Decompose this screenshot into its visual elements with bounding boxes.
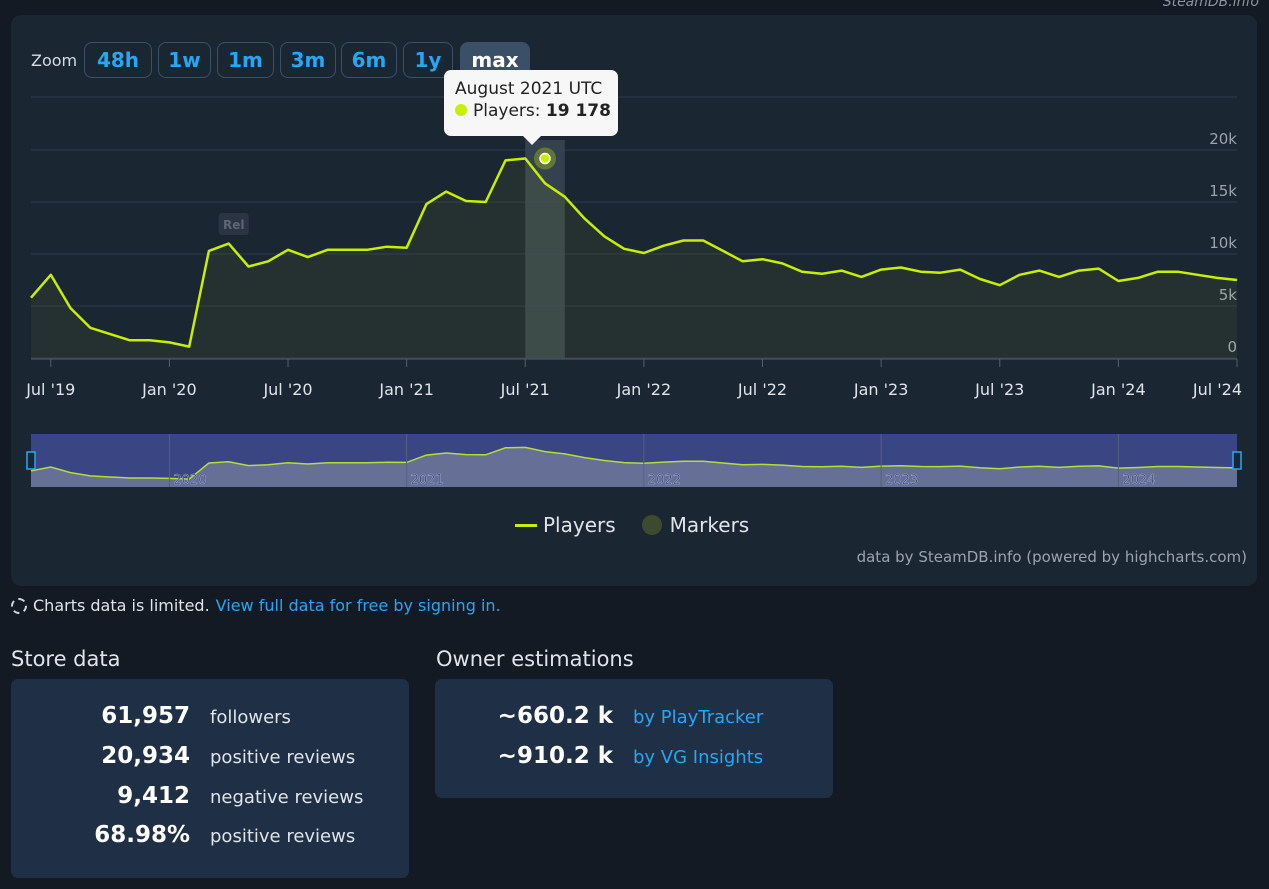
zoom-label: Zoom: [31, 51, 78, 70]
tooltip-tail: [523, 136, 541, 145]
x-tick-label: Jul '24: [1192, 380, 1242, 399]
x-tick-label: Jan '22: [616, 380, 672, 399]
navigator-year-label: 2020: [173, 473, 206, 488]
owner-vginsights-value: ~910.2 k: [497, 743, 613, 769]
x-tick-label: Jan '23: [853, 380, 909, 399]
x-tick-label: Jul '21: [500, 380, 550, 399]
x-tick-label: Jan '24: [1090, 380, 1146, 399]
store-negative-label: negative reviews: [210, 787, 364, 808]
store-followers-label: followers: [210, 707, 291, 728]
x-tick-label: Jul '20: [262, 380, 312, 399]
vginsights-link[interactable]: by VG Insights: [633, 747, 764, 768]
tooltip-value-row: Players: 19 178: [455, 100, 618, 122]
zoom-btn-3m[interactable]: 3m: [280, 42, 336, 78]
navigator-year-label: 2022: [648, 473, 681, 488]
zoom-btn-6m[interactable]: 6m: [341, 42, 397, 78]
owner-row: ~910.2 k by VG Insights: [435, 743, 763, 769]
release-marker-label: Rel: [223, 218, 245, 232]
y-tick-label: 0: [1227, 338, 1237, 356]
store-row: 68.98% positive reviews: [11, 822, 355, 848]
x-tick-label: Jul '22: [737, 380, 787, 399]
navigator-year-label: 2023: [885, 473, 918, 488]
tooltip-value: 19 178: [545, 101, 611, 121]
store-row: 20,934 positive reviews: [11, 743, 355, 769]
store-data-panel: 61,957 followers 20,934 positive reviews…: [11, 679, 409, 878]
hover-point: [539, 152, 551, 165]
limited-text: Charts data is limited.: [33, 596, 210, 615]
highcharts-credit[interactable]: data by SteamDB.info (powered by highcha…: [856, 548, 1247, 566]
y-tick-label: 5k: [1219, 286, 1238, 304]
legend-players[interactable]: Players: [543, 513, 616, 537]
navigator-year-label: 2024: [1122, 473, 1155, 488]
zoom-btn-1m[interactable]: 1m: [217, 42, 274, 78]
store-negative-value: 9,412: [117, 783, 190, 809]
navigator-handle-right[interactable]: [1232, 451, 1242, 470]
store-followers-value: 61,957: [101, 703, 190, 729]
store-row: 61,957 followers: [11, 703, 291, 729]
owner-estimations-title: Owner estimations: [436, 647, 634, 671]
players-area: [31, 158, 1237, 358]
zoom-btn-48h[interactable]: 48h: [84, 42, 152, 78]
y-tick-label: 15k: [1209, 182, 1237, 200]
owner-estimations-panel: ~660.2 k by PlayTracker ~910.2 k by VG I…: [435, 679, 833, 798]
chart-legend: Players Markers: [515, 513, 749, 537]
y-tick-label: 20k: [1209, 130, 1237, 148]
players-series-line: [30, 157, 1238, 348]
tooltip-series-dot: [455, 104, 467, 116]
legend-markers-swatch: [641, 515, 662, 535]
x-tick-label: Jan '21: [378, 380, 434, 399]
navigator-area: [31, 447, 1237, 487]
release-marker-box: [218, 213, 249, 235]
x-tick-label: Jul '19: [25, 380, 75, 399]
players-chart-card: Zoom 48h 1w 1m 3m 6m 1y max 0 5k 10k 15k 20k…: [11, 15, 1257, 586]
chart-tooltip: August 2021 UTC Players: 19 178: [444, 70, 618, 145]
store-percent-label: positive reviews: [210, 826, 356, 847]
tooltip-series-label: Players:: [473, 101, 541, 121]
navigator-handle-left[interactable]: [26, 451, 36, 470]
playtracker-link[interactable]: by PlayTracker: [633, 707, 764, 728]
hover-band: [525, 140, 565, 358]
legend-players-swatch: [515, 523, 537, 527]
navigator-line: [30, 446, 1238, 480]
owner-row: ~660.2 k by PlayTracker: [435, 703, 764, 729]
owner-playtracker-value: ~660.2 k: [497, 703, 613, 729]
y-tick-label: 10k: [1209, 234, 1237, 252]
store-data-title: Store data: [11, 647, 121, 671]
legend-markers[interactable]: Markers: [669, 513, 750, 537]
store-row: 9,412 negative reviews: [11, 783, 363, 809]
tooltip-title: August 2021 UTC: [455, 79, 603, 99]
store-positive-value: 20,934: [101, 743, 190, 769]
zoom-btn-1w[interactable]: 1w: [158, 42, 211, 78]
sign-in-link[interactable]: View full data for free by signing in.: [215, 596, 501, 615]
steamdb-credit-top: SteamDB.info: [1162, 0, 1259, 10]
players-line-chart[interactable]: 0 5k 10k 15k 20k Rel Jul '19 Jan '20 Jul '20 Jan …: [11, 15, 1257, 586]
x-tick-label: Jan '20: [141, 380, 197, 399]
store-positive-label: positive reviews: [210, 747, 356, 768]
store-percent-value: 68.98%: [94, 822, 190, 848]
dashed-circle-icon: [11, 597, 27, 614]
navigator-year-label: 2021: [411, 473, 444, 488]
x-tick-label: Jul '23: [974, 380, 1024, 399]
limited-data-notice: Charts data is limited. View full data f…: [11, 596, 501, 615]
